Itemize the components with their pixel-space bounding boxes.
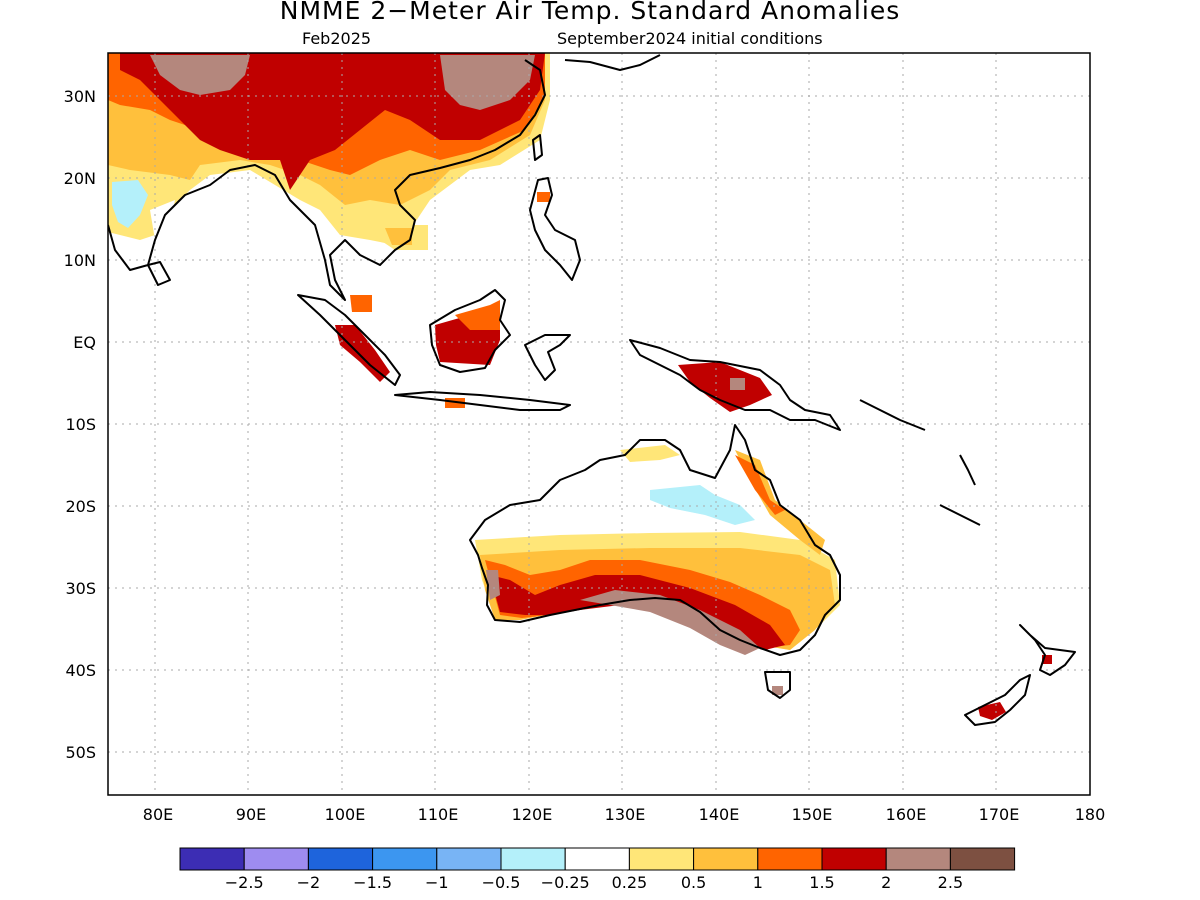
lat-label: 30S bbox=[65, 579, 96, 598]
latitude-labels: 30N 20N 10N EQ 10S 20S 30S 40S 50S bbox=[64, 87, 96, 762]
lon-label: 150E bbox=[792, 805, 833, 824]
tasmania-anomaly bbox=[772, 686, 783, 695]
lat-label: 30N bbox=[64, 87, 96, 106]
new-caledonia bbox=[939, 504, 981, 526]
asia-coastline bbox=[108, 59, 546, 301]
colorbar-label: −1.5 bbox=[353, 873, 392, 892]
lat-label: 20N bbox=[64, 169, 96, 188]
lon-label: 120E bbox=[512, 805, 553, 824]
colorbar-label: 2.5 bbox=[938, 873, 963, 892]
borneo-coastline bbox=[429, 289, 511, 373]
indochina-anomaly-2 bbox=[385, 228, 412, 245]
colorbar-swatch bbox=[949, 847, 1016, 871]
colorbar-swatch bbox=[564, 847, 630, 871]
map-grid bbox=[108, 53, 1090, 795]
longitude-labels: 80E 90E 100E 110E 120E 130E 140E 150E 16… bbox=[143, 805, 1106, 824]
india-anomaly-cool bbox=[112, 180, 148, 228]
asia-anomaly-brown-2 bbox=[440, 55, 535, 110]
sulawesi-coastline bbox=[524, 334, 571, 381]
lat-label: 20S bbox=[65, 497, 96, 516]
sumatra-coastline bbox=[297, 294, 401, 386]
colorbar-label: 1 bbox=[753, 873, 763, 892]
initial-conditions: September2024 initial conditions bbox=[557, 29, 823, 48]
australia-east-darkorange bbox=[735, 455, 785, 515]
vanuatu bbox=[959, 454, 976, 486]
colorbar-swatch bbox=[500, 847, 566, 871]
australia-anomaly-red bbox=[490, 575, 785, 650]
lon-label: 160E bbox=[886, 805, 927, 824]
australia-north-yellow bbox=[620, 445, 680, 462]
newguinea-anomaly bbox=[678, 362, 772, 412]
australia-anomaly-brown-w bbox=[486, 570, 500, 600]
lon-label: 130E bbox=[605, 805, 646, 824]
colorbar-swatch bbox=[307, 847, 374, 871]
nz-south-coastline bbox=[964, 674, 1031, 726]
coastlines bbox=[108, 54, 1076, 726]
colorbar-label: −2 bbox=[297, 873, 321, 892]
philippines-coastline bbox=[529, 177, 581, 281]
colorbar-label: 0.5 bbox=[681, 873, 706, 892]
nz-north-coastline bbox=[1019, 624, 1076, 676]
lon-label: 180 bbox=[1075, 805, 1106, 824]
colorbar-label: 2 bbox=[881, 873, 891, 892]
colorbar-label: −0.25 bbox=[541, 873, 590, 892]
colorbar-label: −0.5 bbox=[482, 873, 521, 892]
australia-coastline bbox=[469, 424, 841, 656]
colorbar-swatch bbox=[436, 847, 502, 871]
map-title: NMME 2−Meter Air Temp. Standard Anomalie… bbox=[279, 0, 901, 25]
lon-label: 110E bbox=[418, 805, 459, 824]
lon-label: 140E bbox=[699, 805, 740, 824]
tasmania-coastline bbox=[764, 671, 791, 699]
japan-coastline bbox=[564, 54, 661, 71]
colorbar-swatch bbox=[628, 847, 695, 871]
nz-anomaly bbox=[978, 702, 1006, 720]
lat-label: EQ bbox=[73, 333, 96, 352]
australia-anomaly-brown bbox=[580, 590, 760, 655]
lon-label: 80E bbox=[143, 805, 173, 824]
colorbar-swatch bbox=[693, 847, 759, 871]
philippines-anomaly bbox=[537, 192, 550, 202]
lat-label: 50S bbox=[65, 743, 96, 762]
lon-label: 170E bbox=[979, 805, 1020, 824]
solomon-islands bbox=[859, 399, 926, 431]
target-month: Feb2025 bbox=[302, 29, 372, 48]
colorbar-swatch bbox=[757, 847, 823, 871]
colorbar-label: −1 bbox=[425, 873, 449, 892]
colorbar-swatch bbox=[372, 847, 438, 871]
colorbar-swatch bbox=[179, 847, 245, 871]
lat-label: 10N bbox=[64, 251, 96, 270]
newguinea-anomaly-2 bbox=[730, 378, 745, 390]
colorbar: −2.5 −2 −1.5 −1 −0.5 −0.25 0.25 0.5 1 1.5 2 2.5 bbox=[179, 847, 1016, 892]
lon-label: 100E bbox=[325, 805, 366, 824]
anomaly-fields bbox=[108, 53, 1052, 720]
colorbar-swatch bbox=[243, 847, 309, 871]
colorbar-label: 1.5 bbox=[809, 873, 834, 892]
lat-label: 40S bbox=[65, 661, 96, 680]
lon-label: 90E bbox=[236, 805, 266, 824]
sumatra-anomaly bbox=[335, 325, 390, 382]
colorbar-label: −2.5 bbox=[225, 873, 264, 892]
sumatra-anomaly-2 bbox=[350, 295, 372, 312]
australia-anomaly-cool bbox=[650, 485, 755, 525]
taiwan-coastline bbox=[532, 134, 543, 161]
java-coastline bbox=[394, 391, 571, 411]
colorbar-label: 0.25 bbox=[612, 873, 648, 892]
map-frame bbox=[107, 52, 1091, 796]
india-south bbox=[147, 261, 171, 286]
asia-anomaly-brown bbox=[150, 55, 250, 95]
lat-label: 10S bbox=[65, 415, 96, 434]
colorbar-swatch bbox=[885, 847, 951, 871]
colorbar-swatch bbox=[821, 847, 887, 871]
newguinea-coastline bbox=[629, 339, 841, 431]
borneo-anomaly-2 bbox=[455, 300, 500, 330]
